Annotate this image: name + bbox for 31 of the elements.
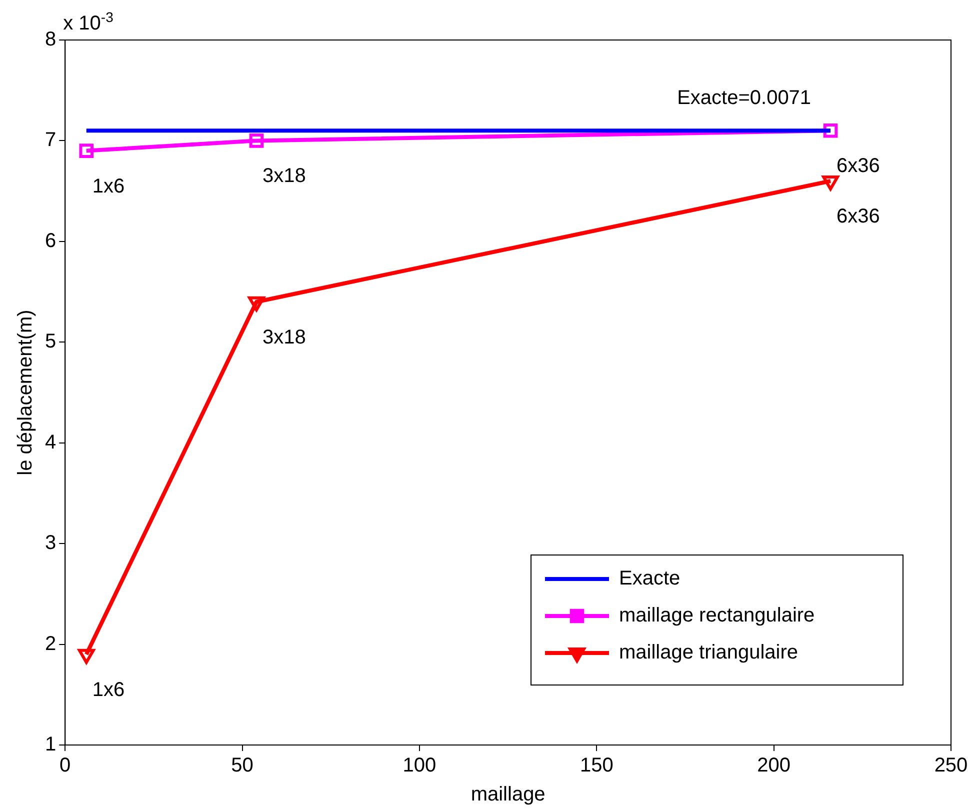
- point: [823, 123, 838, 138]
- point: [78, 648, 95, 664]
- x-axis-title: maillage: [470, 784, 546, 806]
- y-tick-label: 3: [45, 532, 56, 554]
- y-tick-label: 8: [45, 28, 56, 51]
- y-tick-label: 7: [45, 129, 56, 152]
- y-tick-label: 5: [45, 330, 56, 353]
- annotation: Exacte=0.0071: [677, 87, 812, 110]
- x-tick-label: 150: [580, 754, 614, 777]
- point: [248, 296, 265, 312]
- annotation: 6x36: [836, 155, 880, 178]
- y-tick-label: 1: [45, 734, 56, 756]
- annotation: 1x6: [92, 678, 125, 701]
- x-tick-label: 200: [757, 754, 791, 777]
- x-tick-label: 50: [231, 754, 254, 777]
- point: [79, 144, 94, 158]
- x-tick-label: 0: [60, 754, 71, 777]
- annotation: 3x18: [262, 165, 306, 188]
- x-tick-label: 250: [934, 754, 968, 777]
- legend-label: maillage triangulaire: [619, 642, 798, 664]
- y-axis-title: le déplacement(m): [14, 310, 37, 476]
- annotation: 6x36: [836, 206, 880, 228]
- point: [249, 134, 264, 148]
- y-tick-label: 4: [45, 431, 56, 454]
- legend-label: Exacte: [619, 568, 680, 590]
- annotation: 1x6: [92, 175, 125, 198]
- annotation: 3x18: [262, 326, 306, 348]
- y-tick-label: 6: [45, 230, 56, 252]
- legend-label: maillage rectangulaire: [619, 604, 815, 627]
- x-tick-label: 100: [402, 754, 436, 777]
- y-tick-label: 2: [45, 632, 56, 655]
